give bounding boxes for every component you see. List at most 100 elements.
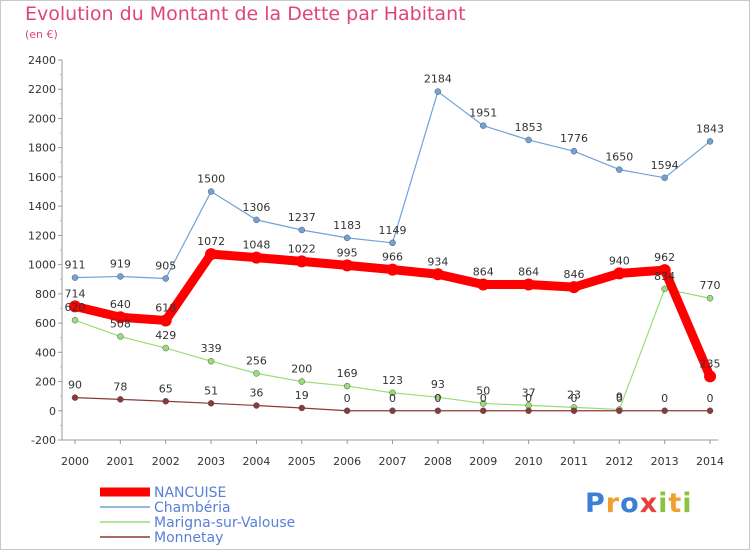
data-label: 940 — [609, 254, 630, 267]
data-label: 911 — [65, 259, 86, 272]
legend: NANCUISEChambériaMarigna-sur-ValouseMonn… — [100, 485, 295, 546]
data-label: 1048 — [242, 239, 270, 252]
data-label: 1500 — [197, 173, 225, 186]
data-point — [389, 239, 396, 247]
data-label: 919 — [110, 257, 131, 270]
data-label: 0 — [434, 392, 441, 405]
data-label: 864 — [473, 265, 494, 278]
data-label: 2184 — [424, 73, 452, 86]
data-label: 846 — [563, 268, 584, 281]
data-label: 9 — [616, 390, 623, 403]
data-label: 0 — [389, 392, 396, 405]
y-tick-label: 1000 — [28, 259, 56, 272]
data-point — [298, 404, 306, 412]
data-label: 37 — [522, 386, 536, 399]
series-marigna-sur-valouse — [71, 285, 714, 413]
data-label: 50 — [476, 384, 490, 397]
data-label: 962 — [654, 251, 675, 264]
data-point — [389, 389, 396, 397]
x-tick-label: 2000 — [61, 455, 89, 468]
data-label: 0 — [480, 392, 487, 405]
data-label: 934 — [427, 255, 448, 268]
data-label: 905 — [155, 260, 176, 273]
data-point — [253, 402, 260, 409]
x-tick-label: 2001 — [106, 455, 134, 468]
series-chamb-ria — [71, 88, 714, 282]
x-tick-label: 2008 — [424, 455, 452, 468]
data-point — [253, 216, 260, 224]
data-point — [661, 174, 668, 182]
data-point — [207, 188, 215, 195]
x-tick-label: 2007 — [379, 455, 407, 468]
x-tick-label: 2006 — [333, 455, 361, 468]
y-tick-label: 0 — [49, 405, 56, 418]
series-monnetay — [71, 394, 714, 415]
x-tick-label: 2005 — [288, 455, 316, 468]
data-point — [570, 147, 578, 155]
data-label: 1594 — [651, 159, 679, 172]
data-point — [295, 255, 308, 268]
data-label: 235 — [700, 357, 721, 370]
data-point — [658, 264, 671, 277]
data-label: 0 — [570, 392, 577, 405]
y-tick-label: 200 — [35, 376, 56, 389]
legend-label: Marigna-sur-Valouse — [154, 515, 295, 531]
data-point — [434, 407, 442, 415]
x-tick-label: 2003 — [197, 455, 225, 468]
data-point — [704, 370, 717, 383]
data-label: 995 — [337, 246, 358, 259]
data-label: 1022 — [288, 242, 316, 255]
chart-subtitle: (en €) — [25, 28, 58, 41]
data-point — [69, 300, 81, 313]
data-label-layer: 714 640 618 1072 1048 1022 995 966 934 864 864 846 9… — [65, 73, 725, 405]
data-label: 1853 — [515, 121, 543, 134]
data-point — [616, 407, 623, 415]
data-point — [525, 136, 532, 144]
legend-label: NANCUISE — [154, 485, 226, 501]
logo-letter: i — [682, 488, 693, 519]
data-point — [343, 234, 351, 242]
data-label: 93 — [431, 378, 445, 391]
data-point — [71, 394, 79, 401]
data-point — [434, 393, 442, 401]
data-point — [250, 251, 263, 264]
chart-title: Evolution du Montant de la Dette par Hab… — [25, 3, 466, 25]
data-point — [522, 278, 535, 291]
data-point — [479, 407, 487, 415]
data-point — [162, 398, 169, 405]
data-point — [114, 311, 127, 324]
data-label: 1776 — [560, 132, 588, 145]
data-point — [162, 275, 169, 282]
data-point — [706, 294, 714, 302]
y-tick-label: 2200 — [28, 83, 56, 96]
data-point — [525, 407, 532, 415]
x-tick-label: 2009 — [469, 455, 497, 468]
data-label: 65 — [159, 382, 173, 395]
data-label: 90 — [68, 379, 82, 392]
data-label: 1149 — [379, 224, 407, 237]
data-point — [207, 357, 215, 365]
data-point — [298, 378, 306, 385]
x-tick-label: 2011 — [560, 455, 588, 468]
data-label: 714 — [65, 287, 86, 300]
data-point — [616, 166, 623, 173]
data-point — [706, 407, 714, 415]
y-tick-label: 1600 — [28, 171, 56, 184]
data-point — [479, 122, 487, 129]
data-label: 640 — [110, 298, 131, 311]
data-point — [159, 314, 172, 327]
y-tick-label: -200 — [31, 434, 56, 447]
logo-letter: i — [658, 488, 669, 519]
legend-label: Chambéria — [154, 500, 231, 516]
data-label: 0 — [525, 392, 532, 405]
data-point — [479, 400, 487, 407]
data-point — [477, 278, 490, 291]
data-label: 0 — [707, 392, 714, 405]
data-label: 966 — [382, 251, 403, 264]
data-label: 1183 — [333, 219, 361, 232]
data-point — [117, 396, 124, 403]
data-point — [386, 263, 399, 276]
data-label: 620 — [65, 301, 86, 314]
data-label: 770 — [700, 279, 721, 292]
data-label: 123 — [382, 374, 403, 387]
